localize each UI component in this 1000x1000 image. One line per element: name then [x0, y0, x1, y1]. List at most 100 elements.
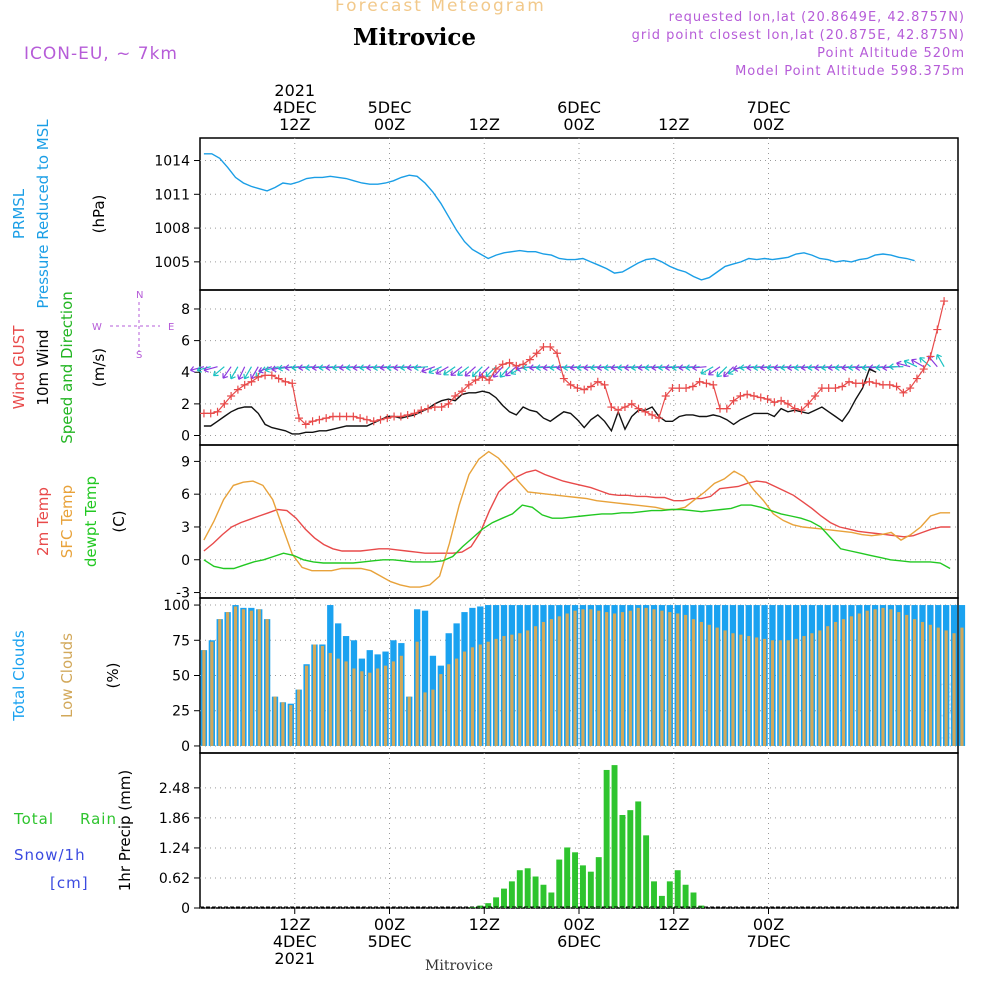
low-cloud-bar — [786, 640, 790, 746]
y-tick-label: 1008 — [154, 221, 190, 237]
wind-gust-marker — [940, 297, 949, 306]
wind-speed-line — [203, 368, 877, 435]
low-cloud-bar — [399, 655, 403, 746]
wind-direction-arrowhead — [603, 364, 609, 372]
axis-label: 10m Wind — [34, 329, 52, 405]
wind-direction-arrowhead — [935, 354, 942, 360]
wind-gust-line — [203, 300, 945, 426]
wind-direction-arrow — [222, 366, 232, 379]
wind-gust-marker — [716, 404, 725, 413]
wind-direction-arrow — [197, 366, 211, 371]
low-cloud-bar — [202, 650, 206, 746]
low-cloud-bar — [905, 614, 909, 746]
low-cloud-bar — [881, 607, 885, 746]
wind-gust-marker — [682, 384, 691, 393]
wind-direction-arrowhead — [637, 364, 643, 372]
wind-gust-marker — [851, 379, 860, 388]
y-tick-label: 0 — [181, 429, 190, 445]
axis-label: Speed and Direction — [58, 291, 76, 444]
wind-gust-marker — [199, 409, 208, 418]
wind-gust-marker — [729, 396, 738, 405]
wind-direction-arrow — [230, 366, 239, 380]
wind-gust-marker — [614, 406, 623, 415]
wind-gust-marker — [858, 379, 867, 388]
wind-gust-marker — [627, 399, 636, 408]
axis-label: Wind GUST — [10, 325, 28, 410]
wind-gust-marker — [695, 377, 704, 386]
axis-label: Total Clouds — [10, 630, 28, 722]
wind-direction-arrowhead — [841, 364, 847, 372]
axis-label: 1hr Precip (mm) — [116, 770, 134, 891]
wind-gust-marker — [390, 412, 399, 421]
wind-direction-arrowhead — [630, 364, 636, 372]
wind-direction-arrow — [203, 366, 218, 371]
low-cloud-bar — [920, 621, 925, 746]
top-axis-tick-label: 7DEC — [747, 98, 791, 117]
low-cloud-bar — [510, 634, 514, 746]
wind-direction-arrow — [485, 366, 497, 378]
top-axis-tick-label: 00Z — [563, 115, 594, 134]
low-cloud-bar — [383, 665, 388, 746]
wind-gust-marker — [315, 415, 324, 424]
wind-direction-arrowhead — [413, 364, 419, 372]
wind-direction-arrowhead — [284, 364, 290, 372]
wind-direction-arrowhead — [766, 364, 772, 372]
snow-label: Snow/1h — [14, 846, 86, 864]
low-cloud-bar — [218, 619, 222, 746]
rain-bar — [587, 871, 594, 908]
wind-gust-marker — [668, 384, 677, 393]
wind-gust-marker — [770, 398, 779, 407]
low-cloud-bar — [439, 674, 443, 746]
rain-bar — [579, 865, 586, 908]
wind-gust-marker — [763, 395, 772, 404]
wind-direction-arrowhead — [379, 364, 385, 372]
top-axis-tick-label: 5DEC — [368, 98, 412, 117]
wind-gust-marker — [607, 403, 616, 412]
bottom-axis-tick-label: 4DEC — [273, 932, 317, 951]
wind-direction-arrow — [716, 366, 728, 378]
wind-direction-arrowhead — [237, 374, 244, 380]
wind-direction-arrowhead — [277, 364, 284, 372]
location-title: Mitrovice — [353, 24, 477, 51]
wind-direction-arrow — [258, 366, 273, 373]
wind-gust-marker — [403, 410, 412, 419]
wind-gust-marker — [254, 372, 263, 381]
wind-direction-arrow — [700, 366, 714, 375]
wind-direction-arrow — [190, 366, 205, 371]
dewpoint-line — [203, 504, 951, 570]
low-cloud-bar — [289, 705, 293, 746]
wind-gust-marker — [213, 407, 222, 416]
wind-gust-marker — [790, 404, 799, 413]
wind-gust-marker — [559, 374, 568, 383]
low-cloud-bar — [636, 607, 640, 746]
y-tick-label: 8 — [181, 302, 190, 318]
wind-direction-arrowhead — [707, 369, 714, 376]
wind-direction-arrowhead — [678, 364, 684, 372]
wind-gust-marker — [539, 342, 548, 351]
wind-direction-arrow — [708, 366, 721, 376]
rain-bar — [690, 892, 697, 908]
wind-direction-arrowhead — [723, 371, 729, 378]
low-cloud-bar — [265, 619, 269, 746]
low-cloud-bar — [952, 633, 956, 746]
wind-gust-marker — [356, 414, 365, 423]
low-cloud-bar — [320, 645, 324, 746]
total-cloud-bar — [421, 610, 429, 746]
bottom-axis-tick-label: 2021 — [274, 949, 315, 968]
low-cloud-bar — [912, 619, 917, 746]
wind-gust-marker — [233, 385, 242, 394]
low-cloud-bar — [841, 619, 846, 746]
wind-gust-marker — [593, 377, 602, 386]
wind-gust-marker — [546, 342, 555, 351]
axis-label: Pressure Reduced to MSL — [34, 119, 52, 309]
rain-bar — [643, 835, 650, 908]
y-tick-label: 0 — [181, 739, 190, 755]
low-cloud-bar — [502, 636, 506, 746]
rain-bar — [485, 903, 492, 908]
rain-bar — [469, 907, 476, 908]
wind-gust-marker — [777, 396, 786, 405]
wind-gust-marker — [580, 385, 589, 394]
wind-gust-marker — [376, 415, 385, 424]
rain-bar — [619, 815, 626, 908]
wind-direction-arrowhead — [644, 364, 650, 372]
